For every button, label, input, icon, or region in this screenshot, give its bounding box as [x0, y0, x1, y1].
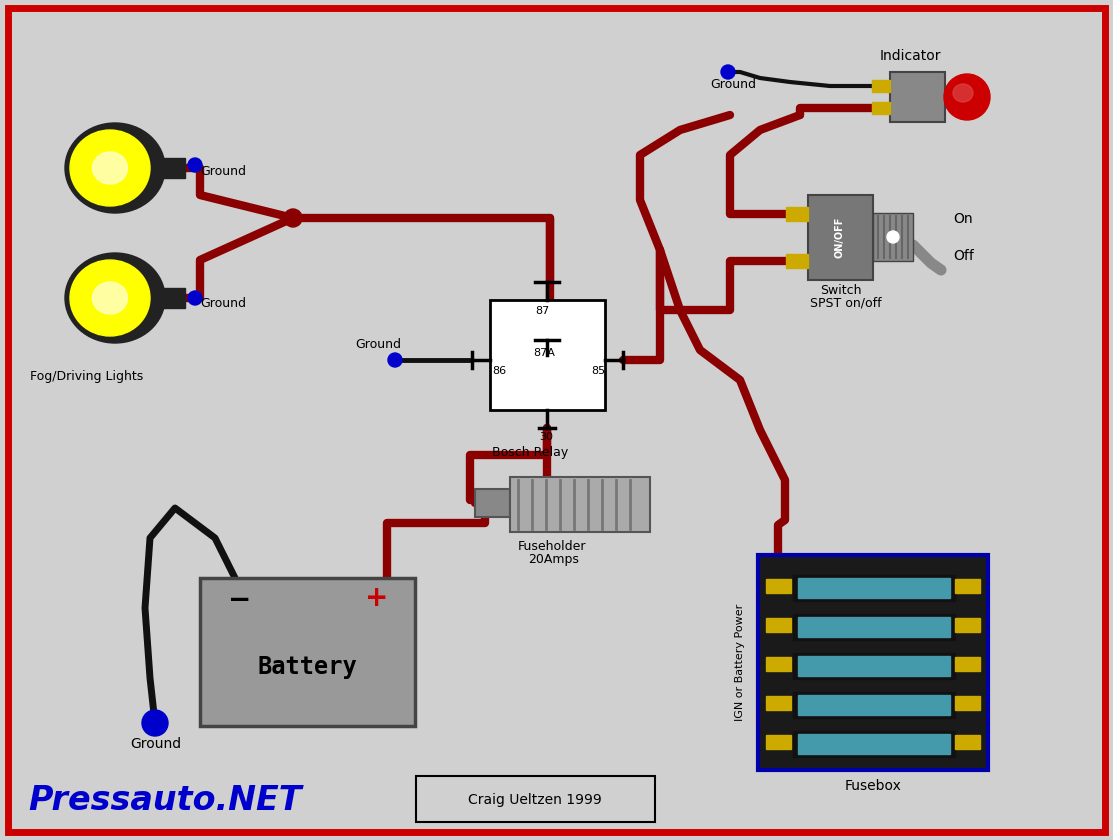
Bar	[955, 696, 981, 710]
Ellipse shape	[92, 282, 128, 314]
Bar	[475, 489, 510, 517]
Bar	[955, 735, 981, 749]
Bar	[792, 731, 955, 757]
Bar	[155, 158, 185, 178]
Bar	[758, 555, 988, 770]
Bar	[766, 696, 791, 710]
Text: Bosch Relay: Bosch Relay	[492, 446, 569, 459]
Text: Fuseholder: Fuseholder	[518, 540, 587, 553]
Bar	[955, 579, 981, 593]
Text: On: On	[953, 212, 973, 226]
Bar	[786, 254, 808, 268]
Bar	[873, 213, 913, 261]
Text: 87: 87	[535, 306, 549, 316]
Ellipse shape	[953, 84, 973, 102]
Text: 20Amps: 20Amps	[528, 553, 579, 566]
Bar	[766, 618, 791, 632]
Bar	[798, 656, 951, 676]
Bar	[808, 195, 873, 280]
Text: Ground: Ground	[200, 297, 246, 310]
Text: 86: 86	[492, 366, 506, 376]
Ellipse shape	[944, 74, 989, 120]
Circle shape	[284, 209, 302, 227]
Text: Craig Ueltzen 1999: Craig Ueltzen 1999	[469, 793, 602, 807]
Text: Switch: Switch	[820, 284, 861, 297]
Bar	[766, 579, 791, 593]
Text: 30: 30	[539, 432, 553, 442]
Text: Battery: Battery	[257, 655, 357, 679]
Bar	[798, 695, 951, 715]
Bar	[871, 102, 890, 114]
Bar	[792, 575, 955, 601]
Text: SPST on/off: SPST on/off	[810, 297, 881, 310]
Circle shape	[142, 710, 168, 736]
Text: Fog/Driving Lights: Fog/Driving Lights	[30, 370, 144, 383]
Ellipse shape	[70, 260, 150, 336]
Bar	[766, 657, 791, 671]
Bar	[766, 735, 791, 749]
Ellipse shape	[65, 123, 165, 213]
Bar	[890, 72, 945, 122]
Bar	[798, 578, 951, 598]
Bar	[510, 477, 650, 532]
Text: Off: Off	[953, 249, 974, 263]
Text: Ground: Ground	[355, 338, 401, 351]
Bar	[792, 692, 955, 718]
Bar	[490, 300, 605, 410]
Bar	[798, 734, 951, 754]
Text: Ground: Ground	[200, 165, 246, 178]
Circle shape	[388, 353, 402, 367]
Circle shape	[887, 231, 899, 243]
Ellipse shape	[92, 152, 128, 184]
Ellipse shape	[65, 253, 165, 343]
Text: +: +	[365, 584, 388, 612]
Bar	[955, 618, 981, 632]
Text: 87A: 87A	[533, 348, 555, 358]
Bar	[792, 653, 955, 679]
Ellipse shape	[70, 130, 150, 206]
Bar	[798, 617, 951, 637]
Bar	[871, 80, 890, 92]
Text: Fusebox: Fusebox	[845, 779, 902, 793]
Text: 85: 85	[591, 366, 605, 376]
Text: Ground: Ground	[130, 737, 181, 751]
Bar	[200, 578, 415, 726]
Text: Pressauto.NET: Pressauto.NET	[28, 784, 302, 817]
Circle shape	[188, 158, 201, 172]
Bar	[792, 614, 955, 640]
Circle shape	[721, 65, 735, 79]
FancyBboxPatch shape	[416, 776, 654, 822]
Bar	[155, 288, 185, 308]
Text: Indicator: Indicator	[880, 49, 942, 63]
Bar	[786, 207, 808, 221]
Text: −: −	[228, 586, 252, 614]
Text: ON/OFF: ON/OFF	[835, 217, 845, 258]
Text: IGN or Battery Power: IGN or Battery Power	[735, 603, 745, 721]
Text: Ground: Ground	[710, 78, 756, 91]
Circle shape	[188, 291, 201, 305]
Bar	[955, 657, 981, 671]
